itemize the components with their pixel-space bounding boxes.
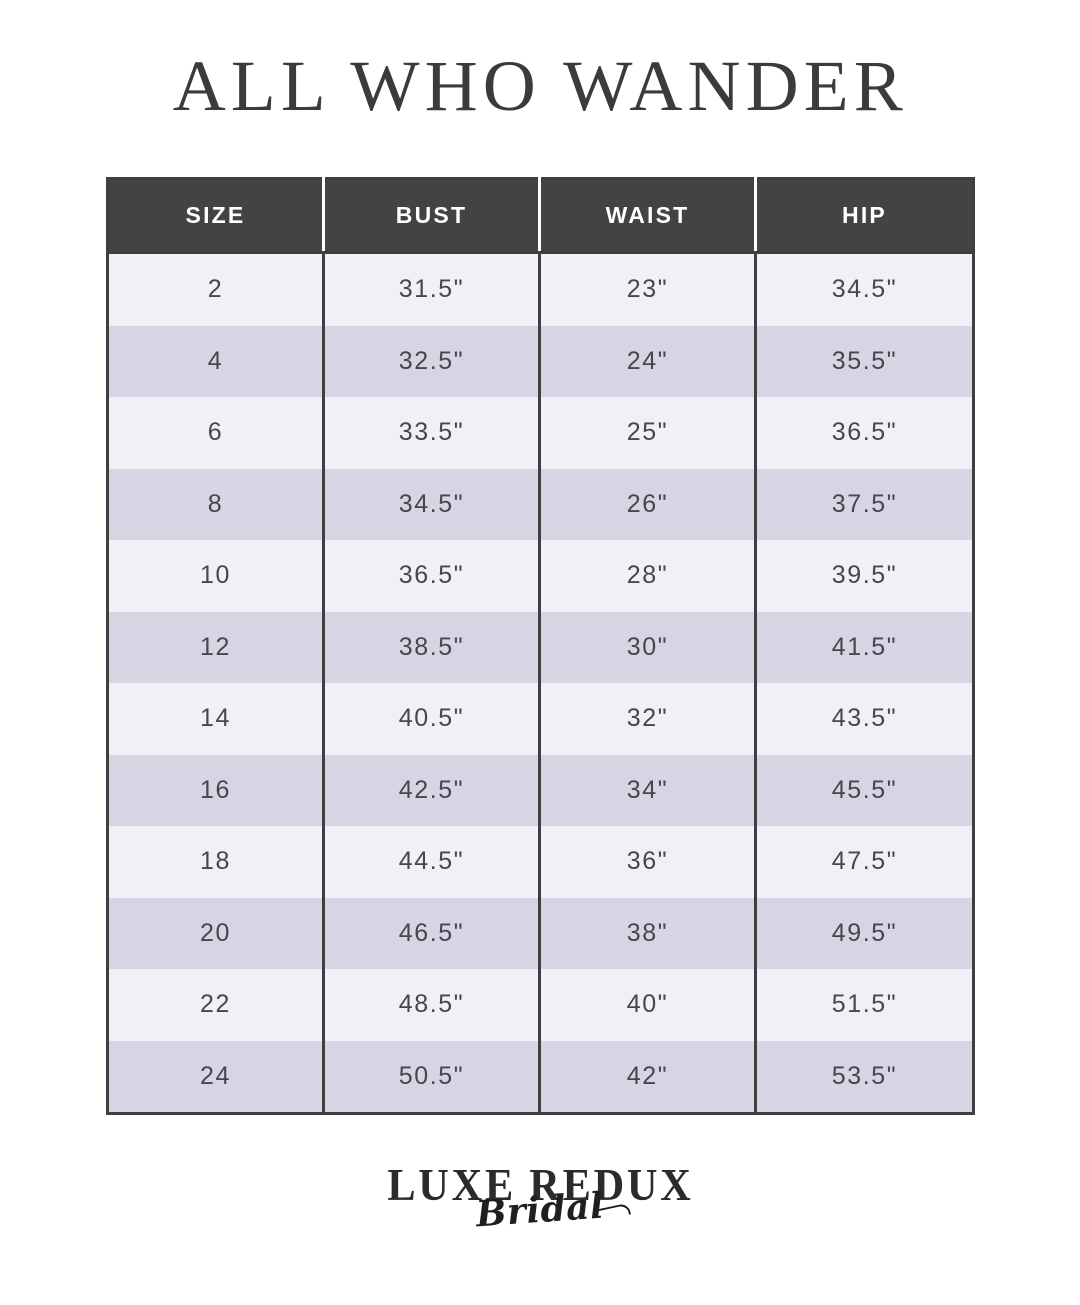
size-cell: 12 bbox=[107, 611, 325, 683]
table-header-row: SIZE BUST WAIST HIP bbox=[107, 178, 974, 254]
table-row: 6 33.5" 25" 36.5" bbox=[107, 397, 974, 469]
size-cell: 22 bbox=[107, 969, 325, 1041]
waist-cell: 34" bbox=[539, 754, 757, 826]
table-row: 22 48.5" 40" 51.5" bbox=[107, 969, 974, 1041]
hip-cell: 53.5" bbox=[755, 1040, 974, 1114]
size-chart-table-container: SIZE BUST WAIST HIP 2 31.5" 23" 34.5" 4 32.5"… bbox=[106, 177, 975, 1115]
table-row: 2 31.5" 23" 34.5" bbox=[107, 252, 974, 326]
bust-cell: 33.5" bbox=[323, 397, 541, 469]
waist-cell: 23" bbox=[539, 252, 757, 326]
bust-cell: 46.5" bbox=[323, 897, 541, 969]
waist-cell: 30" bbox=[539, 611, 757, 683]
brand-logo: LUXE REDUX Bridal bbox=[0, 1162, 1080, 1236]
waist-cell: 36" bbox=[539, 826, 757, 898]
table-row: 16 42.5" 34" 45.5" bbox=[107, 754, 974, 826]
table-row: 24 50.5" 42" 53.5" bbox=[107, 1040, 974, 1114]
size-cell: 24 bbox=[107, 1040, 325, 1114]
hip-cell: 35.5" bbox=[755, 325, 974, 397]
size-chart-table: SIZE BUST WAIST HIP 2 31.5" 23" 34.5" 4 32.5"… bbox=[106, 177, 975, 1115]
size-cell: 4 bbox=[107, 325, 325, 397]
bust-cell: 31.5" bbox=[323, 252, 541, 326]
hip-cell: 51.5" bbox=[755, 969, 974, 1041]
table-header: SIZE BUST WAIST HIP bbox=[107, 178, 974, 254]
hip-cell: 49.5" bbox=[755, 897, 974, 969]
page-title-container: ALL WHO WANDER bbox=[0, 48, 1080, 124]
column-header-bust: BUST bbox=[323, 178, 541, 254]
hip-cell: 41.5" bbox=[755, 611, 974, 683]
hip-cell: 34.5" bbox=[755, 252, 974, 326]
waist-cell: 42" bbox=[539, 1040, 757, 1114]
hip-cell: 47.5" bbox=[755, 826, 974, 898]
column-header-hip: HIP bbox=[755, 178, 974, 254]
table-row: 12 38.5" 30" 41.5" bbox=[107, 611, 974, 683]
table-row: 10 36.5" 28" 39.5" bbox=[107, 540, 974, 612]
table-row: 18 44.5" 36" 47.5" bbox=[107, 826, 974, 898]
waist-cell: 26" bbox=[539, 468, 757, 540]
size-cell: 2 bbox=[107, 252, 325, 326]
size-cell: 20 bbox=[107, 897, 325, 969]
bust-cell: 48.5" bbox=[323, 969, 541, 1041]
size-cell: 10 bbox=[107, 540, 325, 612]
table-row: 14 40.5" 32" 43.5" bbox=[107, 683, 974, 755]
waist-cell: 32" bbox=[539, 683, 757, 755]
brand-logo-inner: LUXE REDUX Bridal bbox=[374, 1162, 707, 1236]
waist-cell: 25" bbox=[539, 397, 757, 469]
hip-cell: 39.5" bbox=[755, 540, 974, 612]
size-cell: 18 bbox=[107, 826, 325, 898]
size-cell: 6 bbox=[107, 397, 325, 469]
table-body: 2 31.5" 23" 34.5" 4 32.5" 24" 35.5" 6 33.5" 25" 36.… bbox=[107, 252, 974, 1114]
waist-cell: 40" bbox=[539, 969, 757, 1041]
table-row: 8 34.5" 26" 37.5" bbox=[107, 468, 974, 540]
bust-cell: 36.5" bbox=[323, 540, 541, 612]
table-row: 4 32.5" 24" 35.5" bbox=[107, 325, 974, 397]
bust-cell: 34.5" bbox=[323, 468, 541, 540]
waist-cell: 38" bbox=[539, 897, 757, 969]
page-title: ALL WHO WANDER bbox=[172, 46, 908, 126]
column-header-size: SIZE bbox=[107, 178, 325, 254]
bust-cell: 50.5" bbox=[323, 1040, 541, 1114]
size-cell: 16 bbox=[107, 754, 325, 826]
bust-cell: 38.5" bbox=[323, 611, 541, 683]
waist-cell: 28" bbox=[539, 540, 757, 612]
hip-cell: 37.5" bbox=[755, 468, 974, 540]
bust-cell: 32.5" bbox=[323, 325, 541, 397]
bust-cell: 44.5" bbox=[323, 826, 541, 898]
size-cell: 8 bbox=[107, 468, 325, 540]
table-row: 20 46.5" 38" 49.5" bbox=[107, 897, 974, 969]
column-header-waist: WAIST bbox=[539, 178, 757, 254]
brand-logo-script: Bridal bbox=[474, 1184, 606, 1236]
waist-cell: 24" bbox=[539, 325, 757, 397]
bust-cell: 42.5" bbox=[323, 754, 541, 826]
hip-cell: 36.5" bbox=[755, 397, 974, 469]
hip-cell: 45.5" bbox=[755, 754, 974, 826]
size-cell: 14 bbox=[107, 683, 325, 755]
hip-cell: 43.5" bbox=[755, 683, 974, 755]
bust-cell: 40.5" bbox=[323, 683, 541, 755]
